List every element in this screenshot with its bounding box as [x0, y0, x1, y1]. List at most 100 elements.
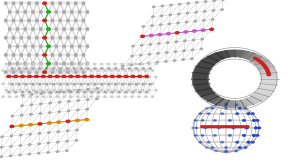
Circle shape	[53, 63, 55, 64]
Circle shape	[138, 96, 140, 97]
Circle shape	[111, 96, 113, 97]
Circle shape	[157, 53, 159, 54]
Circle shape	[63, 96, 65, 97]
Circle shape	[87, 68, 89, 69]
Circle shape	[48, 75, 52, 77]
Circle shape	[111, 83, 113, 84]
Polygon shape	[213, 98, 226, 105]
Circle shape	[204, 11, 206, 12]
Circle shape	[38, 143, 40, 144]
Circle shape	[202, 30, 204, 31]
Circle shape	[59, 54, 61, 56]
Circle shape	[51, 72, 54, 73]
Circle shape	[145, 83, 147, 84]
Circle shape	[145, 96, 147, 97]
Circle shape	[32, 12, 34, 13]
Circle shape	[67, 130, 69, 132]
Circle shape	[80, 63, 82, 64]
Circle shape	[12, 71, 15, 72]
Circle shape	[43, 37, 46, 39]
Circle shape	[9, 47, 11, 48]
Circle shape	[24, 10, 26, 12]
Circle shape	[150, 35, 152, 36]
Circle shape	[49, 112, 51, 113]
Circle shape	[19, 154, 21, 156]
Circle shape	[28, 36, 30, 38]
Polygon shape	[239, 100, 249, 107]
Circle shape	[79, 64, 81, 65]
Circle shape	[132, 92, 134, 93]
Circle shape	[20, 19, 22, 20]
Circle shape	[141, 45, 143, 46]
Circle shape	[47, 11, 50, 13]
Circle shape	[36, 19, 38, 20]
Circle shape	[59, 20, 61, 21]
Circle shape	[158, 33, 162, 36]
Circle shape	[94, 77, 96, 78]
Circle shape	[40, 93, 42, 94]
Circle shape	[82, 3, 85, 5]
Circle shape	[86, 12, 88, 13]
Polygon shape	[260, 83, 276, 88]
Circle shape	[22, 96, 24, 97]
Circle shape	[29, 92, 31, 93]
Circle shape	[24, 11, 26, 13]
Circle shape	[160, 24, 162, 25]
Circle shape	[12, 38, 15, 39]
Circle shape	[0, 156, 2, 157]
Circle shape	[36, 83, 38, 84]
Circle shape	[183, 50, 185, 51]
Polygon shape	[252, 57, 267, 64]
Circle shape	[114, 90, 116, 91]
Circle shape	[67, 63, 69, 64]
Circle shape	[201, 120, 204, 121]
Circle shape	[33, 90, 35, 91]
Circle shape	[36, 72, 38, 74]
Circle shape	[36, 96, 38, 97]
Circle shape	[216, 126, 219, 127]
Circle shape	[253, 120, 255, 121]
Circle shape	[115, 84, 117, 85]
Circle shape	[71, 62, 73, 63]
Circle shape	[29, 83, 31, 84]
Circle shape	[77, 83, 79, 84]
Circle shape	[15, 76, 17, 77]
Circle shape	[55, 28, 58, 30]
Circle shape	[43, 72, 46, 73]
Circle shape	[63, 76, 65, 77]
Circle shape	[47, 46, 50, 47]
Circle shape	[43, 38, 46, 39]
Polygon shape	[213, 52, 226, 59]
Circle shape	[28, 21, 30, 22]
Circle shape	[9, 64, 11, 65]
Circle shape	[39, 77, 41, 78]
Circle shape	[51, 20, 54, 21]
Circle shape	[1, 146, 3, 148]
Circle shape	[232, 127, 235, 129]
Circle shape	[51, 21, 54, 22]
Circle shape	[28, 71, 30, 72]
Circle shape	[86, 64, 88, 65]
Circle shape	[82, 38, 85, 39]
Circle shape	[75, 140, 78, 141]
Circle shape	[43, 70, 45, 71]
Circle shape	[90, 75, 93, 77]
Circle shape	[178, 13, 180, 15]
Circle shape	[35, 92, 37, 93]
Circle shape	[107, 90, 109, 91]
Circle shape	[142, 68, 144, 69]
Circle shape	[67, 71, 69, 72]
Circle shape	[77, 76, 79, 77]
Circle shape	[201, 29, 205, 31]
Circle shape	[26, 77, 28, 78]
Circle shape	[59, 55, 61, 56]
Circle shape	[29, 144, 31, 145]
Circle shape	[63, 12, 65, 13]
Circle shape	[199, 113, 202, 114]
Circle shape	[21, 75, 24, 77]
Polygon shape	[195, 86, 211, 93]
Circle shape	[59, 19, 61, 20]
Circle shape	[32, 68, 34, 69]
Circle shape	[84, 76, 86, 77]
Circle shape	[90, 92, 93, 93]
